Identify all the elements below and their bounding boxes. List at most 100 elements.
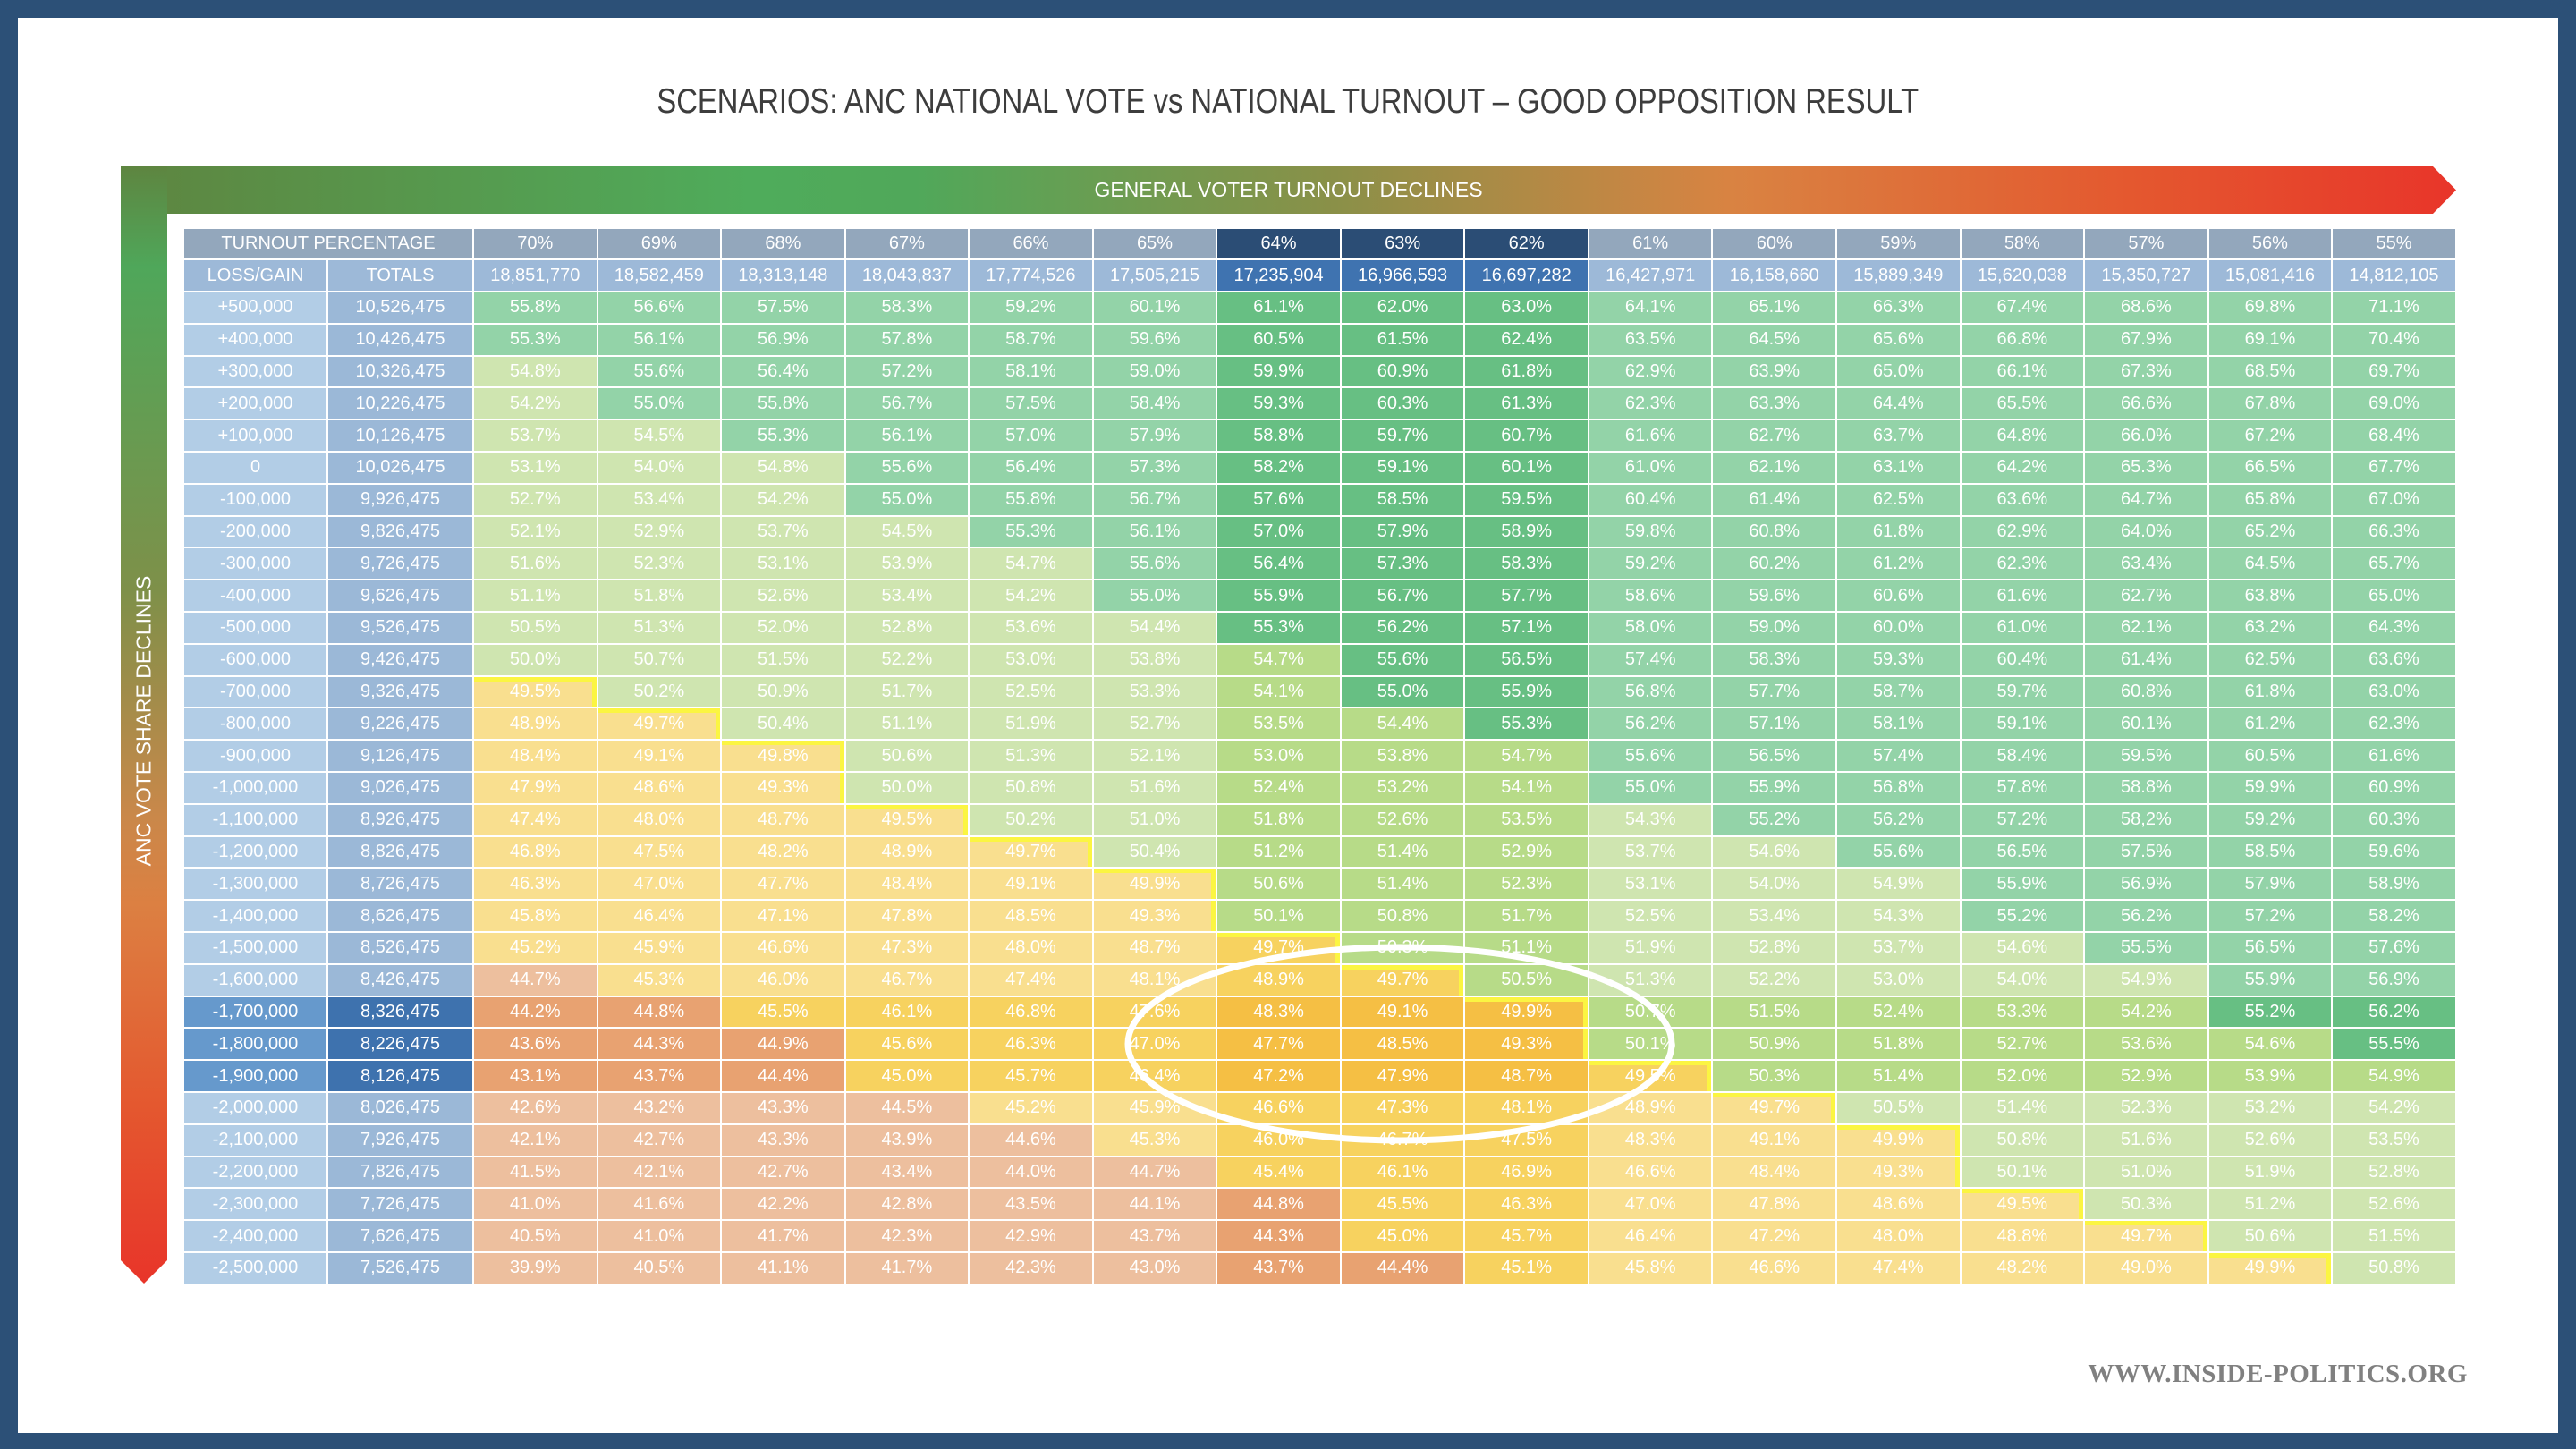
vote-share-cell: 56.8% [1835,770,1962,805]
vote-share-cell: 53.7% [720,514,846,549]
vote-share-cell: 67.0% [2331,482,2457,517]
vote-share-cell: 43.1% [472,1059,598,1093]
vote-share-cell: 52.0% [720,610,846,645]
turnout-total-votes: 18,582,459 [596,258,723,292]
vote-share-cell: 51.7% [1463,899,1589,933]
vote-share-cell: 59.6% [2331,835,2457,869]
vote-share-cell: 56.1% [596,322,723,357]
vote-share-cell: 60.6% [1835,579,1962,613]
vote-share-cell: 48.1% [1463,1090,1589,1125]
vote-share-cell: 58.8% [2083,770,2209,805]
vote-share-cell: 52.7% [472,482,598,517]
vote-share-cell: 57.5% [720,291,846,325]
vote-share-cell: 50.1% [1587,1027,1714,1062]
vote-share-cell: 45.0% [843,1059,970,1093]
vote-share-cell: 41.6% [596,1187,723,1222]
vote-share-cell: 44.4% [720,1059,846,1093]
vote-share-cell: 60.0% [1835,610,1962,645]
anc-total-votes-cell: 8,026,475 [326,1090,474,1125]
vote-share-cell: 56.5% [1463,642,1589,677]
vote-share-cell: 65.0% [1835,354,1962,389]
vote-share-cell: 50.3% [1339,930,1466,965]
vote-share-cell: 47.5% [596,835,723,869]
vote-share-cell: 51.4% [1835,1059,1962,1093]
vote-share-cell: 62.7% [1711,419,1838,453]
vote-share-cell: 47.2% [1216,1059,1342,1093]
vote-share-cell: 53.2% [2207,1090,2334,1125]
vote-share-cell: 56.2% [1339,610,1466,645]
vote-share-cell: 55.0% [1091,579,1218,613]
turnout-column-header: 69% [596,227,723,260]
vote-share-cell: 65.8% [2207,482,2334,517]
vote-share-cell: 50.6% [2207,1219,2334,1253]
vote-share-cell: 57.1% [1711,707,1838,741]
turnout-column-header: 63% [1339,227,1466,260]
vote-share-cell: 48.9% [1216,962,1342,997]
vote-share-cell: 56.5% [2207,930,2334,965]
vote-share-cell: 62.1% [1711,450,1838,485]
vote-share-cell: 58.7% [1835,674,1962,709]
vote-share-cell: 43.7% [596,1059,723,1093]
vote-share-cell: 54.9% [2083,962,2209,997]
vote-change-cell: +100,000 [182,419,328,453]
turnout-total-votes: 14,812,105 [2331,258,2457,292]
vote-share-cell: 45.1% [1463,1250,1589,1285]
vote-share-cell: 59.7% [1339,419,1466,453]
vote-share-cell: 60.4% [1959,642,2086,677]
vote-share-cell: 56.2% [1835,802,1962,837]
vote-share-cell: 39.9% [472,1250,598,1285]
vote-share-cell: 55.3% [472,322,598,357]
vote-share-cell: 52.4% [1835,995,1962,1030]
vote-share-cell: 45.9% [1091,1090,1218,1125]
table-row: -1,400,000 8,626,475 45.8% 46.4% 47.1% 47.8% 4… [182,899,2457,933]
vote-share-cell: 49.7% [596,707,723,741]
vote-share-cell: 51.1% [1463,930,1589,965]
vote-share-cell: 54.8% [472,354,598,389]
vote-share-cell: 61.4% [1711,482,1838,517]
turnout-column-header: 59% [1835,227,1962,260]
vote-share-cell: 53.3% [1091,674,1218,709]
turnout-total-votes: 17,235,904 [1216,258,1342,292]
vote-share-cell: 49.5% [843,802,970,837]
vote-share-cell: 52.7% [1091,707,1218,741]
vote-share-cell: 57.8% [1959,770,2086,805]
vote-share-cell: 56.4% [1216,547,1342,581]
vote-share-cell: 55.9% [1959,867,2086,902]
vote-share-cell: 60.3% [1339,386,1466,421]
vote-share-cell: 51.0% [2083,1155,2209,1190]
vote-share-cell: 54.5% [596,419,723,453]
vote-share-cell: 40.5% [596,1250,723,1285]
vote-share-cell: 46.3% [472,867,598,902]
vote-share-cell: 50.8% [1339,899,1466,933]
turnout-total-votes: 15,350,727 [2083,258,2209,292]
vote-share-cell: 57.3% [1091,450,1218,485]
vote-share-cell: 55.6% [1587,739,1714,773]
vote-change-cell: -400,000 [182,579,328,613]
anc-total-votes-cell: 10,526,475 [326,291,474,325]
vote-share-cell: 46.4% [1587,1219,1714,1253]
vote-share-cell: 50.0% [843,770,970,805]
vote-share-cell: 54.6% [1959,930,2086,965]
vote-share-cell: 57.8% [843,322,970,357]
vote-share-cell: 57.9% [2207,867,2334,902]
vote-share-cell: 48.9% [843,835,970,869]
vote-share-cell: 55.0% [1339,674,1466,709]
vote-share-cell: 49.0% [2083,1250,2209,1285]
turnout-total-votes: 18,313,148 [720,258,846,292]
vote-share-cell: 48.0% [596,802,723,837]
vote-change-cell: -900,000 [182,739,328,773]
vote-share-cell: 52.6% [2331,1187,2457,1222]
vote-share-cell: 50.5% [472,610,598,645]
vote-share-cell: 52.4% [1216,770,1342,805]
vote-share-cell: 57.7% [1463,579,1589,613]
vote-share-cell: 56.5% [1959,835,2086,869]
vote-share-cell: 51.5% [720,642,846,677]
vote-share-cell: 52.9% [596,514,723,549]
vote-share-cell: 52.1% [472,514,598,549]
anc-total-votes-cell: 9,626,475 [326,579,474,613]
vote-share-cell: 65.6% [1835,322,1962,357]
vote-share-cell: 59.0% [1711,610,1838,645]
vote-change-cell: -700,000 [182,674,328,709]
vote-share-cell: 59.0% [1091,354,1218,389]
vote-share-cell: 53.7% [1587,835,1714,869]
